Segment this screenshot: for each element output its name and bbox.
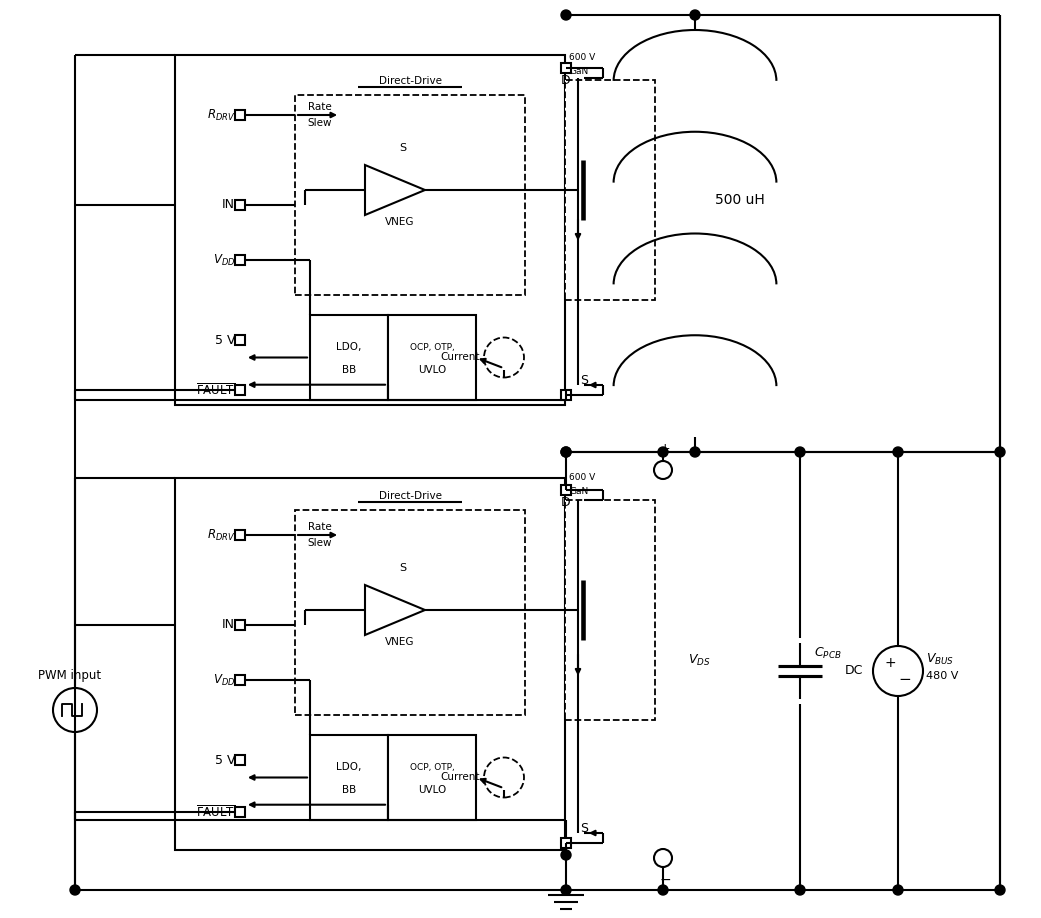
Text: −: − bbox=[659, 873, 670, 887]
Text: Direct-Drive: Direct-Drive bbox=[379, 76, 441, 86]
Text: S: S bbox=[580, 823, 588, 835]
Text: BB: BB bbox=[341, 365, 356, 375]
Circle shape bbox=[690, 10, 700, 20]
Text: $V_{DD}$: $V_{DD}$ bbox=[212, 673, 235, 688]
Circle shape bbox=[561, 447, 572, 457]
Text: 600 V: 600 V bbox=[569, 53, 595, 62]
Text: UVLO: UVLO bbox=[417, 365, 447, 375]
Circle shape bbox=[70, 885, 80, 895]
Text: LDO,: LDO, bbox=[336, 342, 361, 353]
Text: PWM input: PWM input bbox=[39, 668, 102, 681]
Text: $R_{DRV}$: $R_{DRV}$ bbox=[207, 107, 235, 122]
Text: S: S bbox=[400, 563, 407, 573]
Text: $V_{BUS}$: $V_{BUS}$ bbox=[926, 652, 955, 666]
Text: VNEG: VNEG bbox=[385, 637, 414, 647]
Text: D: D bbox=[561, 496, 570, 509]
Bar bbox=[235, 385, 245, 395]
Circle shape bbox=[658, 885, 668, 895]
Text: Rate: Rate bbox=[308, 102, 332, 112]
Bar bbox=[235, 335, 245, 345]
Circle shape bbox=[561, 447, 572, 457]
Text: IN: IN bbox=[222, 198, 235, 211]
Text: +: + bbox=[660, 442, 670, 454]
Bar bbox=[175, 478, 565, 850]
Text: 5 V: 5 V bbox=[214, 754, 235, 767]
Circle shape bbox=[893, 885, 903, 895]
Circle shape bbox=[995, 447, 1005, 457]
Bar bbox=[295, 510, 525, 715]
Text: Slew: Slew bbox=[308, 538, 332, 548]
Text: S: S bbox=[580, 375, 588, 387]
Bar bbox=[310, 315, 388, 400]
Circle shape bbox=[893, 447, 903, 457]
Text: IN: IN bbox=[222, 619, 235, 632]
Text: VNEG: VNEG bbox=[385, 217, 414, 227]
Text: GaN: GaN bbox=[569, 487, 588, 497]
Bar bbox=[565, 80, 655, 300]
Bar bbox=[388, 735, 476, 820]
Text: BB: BB bbox=[341, 785, 356, 795]
Bar bbox=[388, 315, 476, 400]
Circle shape bbox=[995, 885, 1005, 895]
Bar bbox=[295, 95, 525, 295]
Bar bbox=[235, 255, 245, 265]
Text: Current: Current bbox=[440, 353, 480, 363]
Bar bbox=[561, 485, 572, 495]
Bar bbox=[565, 500, 655, 720]
Text: 5 V: 5 V bbox=[214, 333, 235, 346]
Text: D: D bbox=[561, 73, 570, 86]
Text: 600 V: 600 V bbox=[569, 474, 595, 483]
Text: +: + bbox=[884, 656, 896, 670]
Text: Slew: Slew bbox=[308, 118, 332, 128]
Text: GaN: GaN bbox=[569, 68, 588, 76]
Bar bbox=[561, 63, 572, 73]
Text: 480 V: 480 V bbox=[926, 671, 959, 681]
Bar bbox=[235, 755, 245, 765]
Bar bbox=[235, 530, 245, 540]
Circle shape bbox=[561, 10, 572, 20]
Bar bbox=[310, 735, 388, 820]
Text: S: S bbox=[400, 143, 407, 153]
Circle shape bbox=[561, 885, 572, 895]
Text: $R_{DRV}$: $R_{DRV}$ bbox=[207, 528, 235, 543]
Text: Direct-Drive: Direct-Drive bbox=[379, 491, 441, 501]
Text: OCP, OTP,: OCP, OTP, bbox=[409, 342, 454, 352]
Text: Rate: Rate bbox=[308, 522, 332, 532]
Text: −: − bbox=[898, 671, 911, 687]
Bar bbox=[561, 838, 572, 848]
Text: DC: DC bbox=[844, 665, 863, 677]
Circle shape bbox=[795, 447, 805, 457]
Text: $V_{DD}$: $V_{DD}$ bbox=[212, 252, 235, 267]
Bar bbox=[235, 200, 245, 210]
Bar bbox=[235, 807, 245, 817]
Text: UVLO: UVLO bbox=[417, 785, 447, 795]
Text: $\overline{\rm FAULT}$: $\overline{\rm FAULT}$ bbox=[196, 382, 235, 397]
Text: OCP, OTP,: OCP, OTP, bbox=[409, 763, 454, 772]
Text: $\overline{\rm FAULT}$: $\overline{\rm FAULT}$ bbox=[196, 804, 235, 820]
Bar bbox=[235, 110, 245, 120]
Circle shape bbox=[690, 447, 700, 457]
Text: $V_{DS}$: $V_{DS}$ bbox=[688, 653, 711, 667]
Text: $C_{PCB}$: $C_{PCB}$ bbox=[814, 645, 841, 661]
Text: 500 uH: 500 uH bbox=[715, 193, 765, 207]
Text: Current: Current bbox=[440, 773, 480, 782]
Circle shape bbox=[658, 447, 668, 457]
Bar bbox=[235, 620, 245, 630]
Bar bbox=[175, 55, 565, 405]
Bar bbox=[561, 390, 572, 400]
Circle shape bbox=[561, 850, 572, 860]
Bar bbox=[235, 675, 245, 685]
Text: LDO,: LDO, bbox=[336, 762, 361, 772]
Circle shape bbox=[795, 885, 805, 895]
